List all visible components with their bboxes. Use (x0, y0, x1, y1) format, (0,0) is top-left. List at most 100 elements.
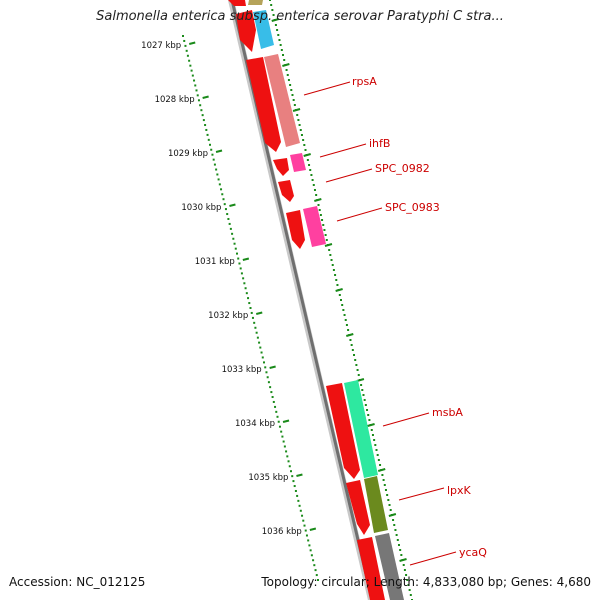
ruler-dot (315, 574, 318, 577)
cds-arrow-lpxK[interactable] (346, 480, 370, 535)
position-ruler (182, 35, 319, 581)
ruler-dot (217, 178, 220, 181)
gene-track-tick (303, 153, 311, 157)
gene-track-dot (383, 484, 386, 486)
ruler-dot (312, 559, 315, 562)
gene-track-dot (353, 354, 356, 356)
gene-track-dot (285, 69, 288, 71)
cds-arrow-ycaQ[interactable] (357, 537, 385, 600)
ruler-label: 1028 kbp (155, 95, 195, 105)
gene-box-top-cyan[interactable] (253, 10, 274, 49)
ruler-label: 1031 kbp (195, 257, 235, 267)
gene-track-dot (313, 189, 316, 191)
gene-track-dot (393, 524, 396, 526)
gene-box-SPC_0983[interactable] (303, 206, 326, 247)
ruler-dot (182, 35, 184, 37)
ruler-dot (245, 292, 248, 295)
gene-track-ruler (269, 0, 413, 600)
ruler-dot (191, 74, 194, 77)
ruler-dot (247, 297, 250, 300)
ruler-dot (294, 489, 297, 492)
cds-arrow-msbA[interactable] (326, 383, 360, 479)
gene-track-dot (373, 439, 376, 441)
ruler-dot (309, 549, 312, 552)
ruler-dot (253, 321, 256, 324)
cds-arrow-SPC_0982[interactable] (278, 180, 294, 202)
gene-box-lpxK[interactable] (364, 476, 388, 533)
ruler-dot (281, 435, 284, 438)
gene-track-dot (356, 369, 359, 371)
ruler-dot (270, 391, 273, 394)
ruler-dot (254, 326, 257, 329)
gene-track-dot (297, 119, 300, 121)
ruler-dot (266, 376, 269, 379)
gene-track-dot (334, 274, 337, 276)
gene-track-dot (379, 464, 382, 466)
gene-label-ycaQ[interactable]: ycaQ (459, 546, 487, 559)
cds-arrow-ihfB[interactable] (273, 158, 289, 176)
gene-track-dot (328, 249, 331, 251)
ruler-dot (255, 331, 258, 334)
gene-label-rpsA[interactable]: rpsA (352, 75, 377, 88)
gene-box-msbA[interactable] (344, 380, 378, 478)
gene-track-dot (396, 539, 399, 541)
ruler-dot (277, 420, 280, 423)
ruler-label: 1029 kbp (168, 149, 208, 159)
ruler-dot (302, 519, 305, 522)
ruler-dot (313, 564, 316, 567)
ruler-major-tick (255, 311, 263, 315)
gene-track-dot (277, 34, 280, 36)
ruler-dot (304, 529, 307, 532)
ruler-label: 1033 kbp (222, 365, 262, 375)
gene-track-dot (292, 99, 295, 101)
cds-arrow[interactable] (236, 10, 256, 52)
ruler-dot (272, 400, 275, 403)
gene-track-dot (344, 319, 347, 321)
gene-track-dot (340, 299, 342, 301)
ruler-dot (223, 203, 226, 206)
gene-track-dot (363, 399, 366, 401)
gene-track-dot (397, 544, 400, 546)
cds-arrow[interactable] (228, 0, 246, 6)
ruler-dot (280, 430, 283, 433)
gene-box-ycaQ[interactable] (375, 533, 404, 600)
gene-label-SPC_0982[interactable]: SPC_0982 (375, 162, 430, 175)
cds-arrow-rpsA[interactable] (246, 57, 281, 152)
gene-labels: rpsA ihfB SPC_0982 SPC_0983 msbA lpxK yc… (303, 75, 487, 566)
gene-track-dot (310, 174, 313, 176)
gene-track-dot (360, 384, 363, 386)
gene-label-msbA[interactable]: msbA (432, 406, 463, 419)
gene-track-tick (377, 468, 386, 472)
gene-label-SPC_0983[interactable]: SPC_0983 (385, 201, 440, 214)
ruler-major-tick (202, 95, 209, 99)
ruler-dot (190, 69, 193, 72)
gene-track-dot (345, 324, 348, 326)
ruler-label: 1030 kbp (181, 203, 221, 213)
ruler-dot (233, 242, 236, 245)
ruler-dot (286, 455, 289, 458)
gene-track-dot (377, 459, 380, 461)
gene-track-dot (386, 494, 389, 496)
ruler-dot (264, 366, 267, 369)
gene-track-dot (291, 94, 294, 96)
ruler-dot (317, 579, 319, 581)
ruler-dot (287, 460, 290, 463)
gene-track-dot (324, 234, 327, 236)
gene-track-dot (408, 589, 411, 591)
ruler-dot (307, 539, 310, 542)
gene-box-top-olive[interactable] (248, 0, 263, 5)
gene-label-lpxK[interactable]: lpxK (447, 484, 472, 497)
gene-track-dot (409, 594, 412, 596)
gene-label-ihfB[interactable]: ihfB (369, 137, 390, 150)
cds-arrow-SPC_0983[interactable] (286, 210, 305, 249)
gene-track-dot (392, 519, 395, 521)
gene-track-dot (322, 224, 325, 226)
ruler-dot (210, 148, 213, 151)
gene-track-dot (367, 414, 370, 416)
gene-box-ihfB[interactable] (290, 153, 306, 172)
ruler-dot (283, 445, 286, 448)
gene-track-dot (388, 504, 391, 506)
gene-box-rpsA[interactable] (264, 54, 300, 147)
ruler-dot (209, 143, 211, 146)
